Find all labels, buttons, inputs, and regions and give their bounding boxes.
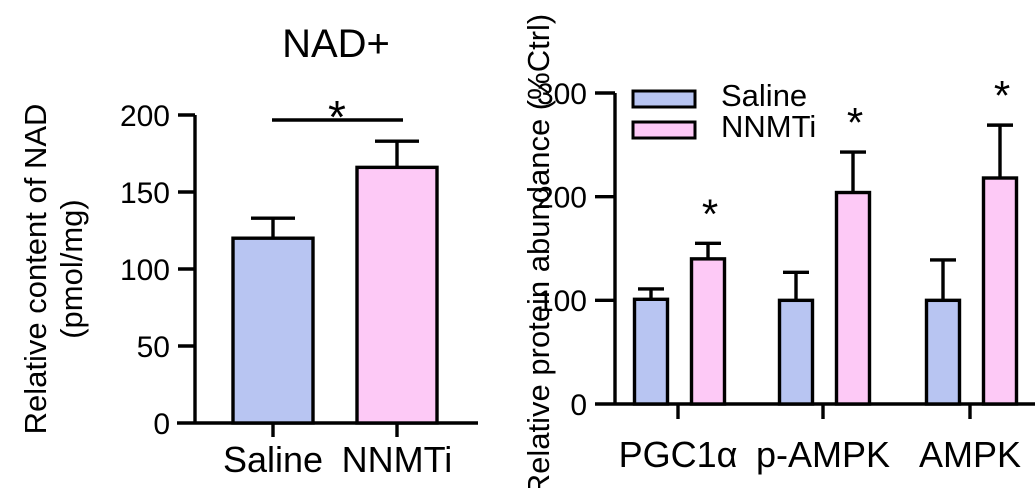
x-category-label: PGC1α: [619, 434, 738, 475]
y-tick-label: 0: [153, 408, 170, 441]
significance-star: *: [847, 99, 863, 146]
bar-nnmti-p-ampk: [834, 190, 872, 406]
bar-saline-ampk: [924, 298, 962, 406]
legend-label-nnmti: NNMTi: [721, 109, 816, 144]
significance-star: *: [994, 72, 1010, 119]
y-tick-label: 200: [120, 100, 170, 133]
significance-star: *: [328, 91, 346, 143]
legend-label-saline: Saline: [721, 78, 807, 113]
significance-star: *: [702, 190, 718, 237]
y-axis-label: Relative protein abundance (%Ctrl): [521, 14, 556, 488]
legend-swatch-saline: [631, 89, 697, 109]
protein-abundance-bar-chart: Relative protein abundance (%Ctrl) 0 100 20…: [521, 14, 1035, 488]
y-tick-label: 150: [120, 177, 170, 210]
legend-swatch-nnmti: [631, 120, 697, 140]
nad-bar-chart: NAD+ Relative content of NAD (pmol/mg) 0 50 1…: [18, 22, 478, 480]
bar-nnmti-ampk: [981, 176, 1019, 406]
x-category-label: NNMTi: [342, 439, 453, 480]
y-tick-label: 200: [537, 181, 587, 214]
bar-nnmti: [355, 165, 439, 425]
y-tick-label: 100: [537, 285, 587, 318]
x-category-label: p-AMPK: [756, 434, 890, 475]
y-axis-label: Relative content of NAD: [18, 104, 53, 435]
x-category-label: AMPK: [919, 434, 1021, 475]
y-tick-label: 50: [137, 331, 170, 364]
chart-title: NAD+: [282, 22, 390, 66]
bar-saline: [231, 236, 315, 425]
y-tick-label: 100: [120, 254, 170, 287]
bar-nnmti-pgc1: [689, 257, 727, 406]
y-tick-label: 300: [537, 78, 587, 111]
bar-saline-pgc1: [632, 297, 670, 406]
x-category-label: Saline: [223, 439, 323, 480]
y-axis-label: (pmol/mg): [54, 199, 89, 339]
bar-saline-p-ampk: [777, 298, 815, 406]
y-tick-label: 0: [570, 389, 587, 422]
